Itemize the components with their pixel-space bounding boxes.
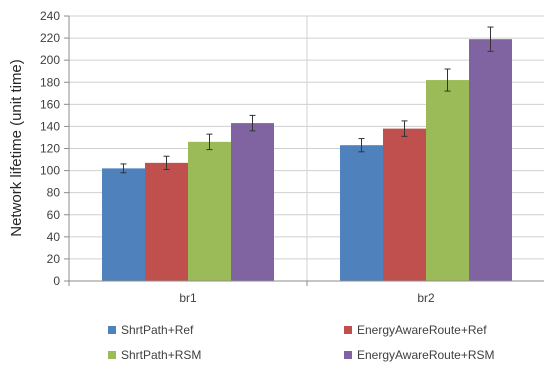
bar — [102, 168, 145, 281]
bar — [231, 123, 274, 282]
y-tick-label: 200 — [40, 53, 60, 67]
y-axis-label: Network lifetime (unit time) — [8, 59, 25, 237]
y-tick-label: 120 — [40, 142, 60, 156]
bar — [383, 128, 426, 281]
y-tick-label: 220 — [40, 31, 60, 45]
y-tick-label: 100 — [40, 164, 60, 178]
bar — [145, 162, 188, 281]
error-bars — [120, 26, 494, 174]
y-tick-label: 180 — [40, 75, 60, 89]
y-tick-labels: 0 20 40 60 80 100 120 140 160 180 200 220 240 — [40, 9, 60, 288]
y-tick-label: 80 — [47, 186, 61, 200]
axes — [64, 15, 544, 286]
bars — [102, 39, 512, 282]
y-tick-label: 20 — [47, 252, 61, 266]
bar — [340, 145, 383, 281]
y-tick-label: 140 — [40, 119, 60, 133]
x-category-labels: br1 br2 — [179, 291, 435, 305]
bar — [426, 80, 469, 282]
y-tick-label: 40 — [47, 230, 61, 244]
y-tick-label: 160 — [40, 97, 60, 111]
y-tick-label: 240 — [40, 9, 60, 23]
bar — [188, 141, 231, 281]
bar — [469, 39, 512, 281]
y-tick-label: 60 — [47, 208, 61, 222]
x-category-label: br2 — [417, 291, 435, 305]
x-category-label: br1 — [179, 291, 197, 305]
y-tick-label: 0 — [53, 274, 60, 288]
